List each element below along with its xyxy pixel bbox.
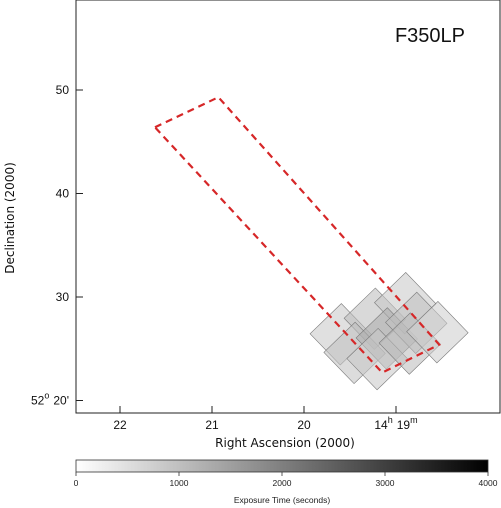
x-axis-title: Right Ascension (2000) xyxy=(215,436,355,450)
exposure-tile xyxy=(406,301,469,364)
colorbar-title: Exposure Time (seconds) xyxy=(234,495,331,505)
colorbar xyxy=(75,459,489,473)
x-axis: 22 21 20 14h 19m xyxy=(113,406,418,432)
x-tick-label: 22 xyxy=(113,418,127,432)
y-axis: 50 40 30 52o 20' xyxy=(31,83,83,408)
colorbar-tick-label: 4000 xyxy=(479,478,498,488)
x-tick-label: 14h 19m xyxy=(374,415,417,432)
footprint-polygon xyxy=(153,95,441,374)
footprint-outline xyxy=(153,95,441,374)
y-tick-label: 52o 20' xyxy=(31,391,69,408)
y-tick-label: 30 xyxy=(56,290,70,304)
colorbar-tick-label: 1000 xyxy=(170,478,189,488)
y-axis-title: Declination (2000) xyxy=(3,162,17,274)
x-tick-label: 21 xyxy=(205,418,219,432)
exposure-tiles xyxy=(309,272,469,391)
filter-label: F350LP xyxy=(395,25,465,47)
colorbar-tick-label: 2000 xyxy=(273,478,292,488)
y-tick-label: 50 xyxy=(56,83,70,97)
colorbar-tick-label: 3000 xyxy=(376,478,395,488)
colorbar-ticks: 0 1000 2000 3000 4000 xyxy=(74,472,498,488)
x-tick-label: 20 xyxy=(297,418,311,432)
y-tick-label: 40 xyxy=(56,187,70,201)
colorbar-tick-label: 0 xyxy=(74,478,79,488)
